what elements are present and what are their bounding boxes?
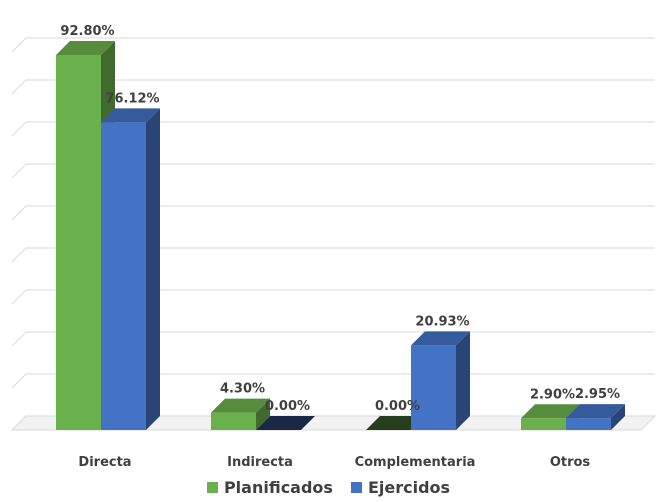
data-label: 20.93% — [415, 314, 469, 329]
data-label: 92.80% — [60, 24, 114, 39]
gridline-depth — [11, 79, 27, 95]
bar-indirecta-ejercidos — [256, 416, 315, 430]
gridline-depth — [11, 247, 27, 263]
gridline-depth — [11, 121, 27, 137]
bars — [56, 41, 625, 430]
category-label: Complementaria — [355, 455, 476, 470]
legend-item-planificados: Planificados — [206, 478, 333, 497]
gridline-depth — [11, 289, 27, 305]
legend-label-ejercidos: Ejercidos — [367, 478, 451, 497]
legend-swatch-ejercidos — [350, 482, 362, 493]
bar-complementaria-planificados — [366, 416, 425, 430]
category-labels: Directa Indirecta Complementaria Otros — [78, 455, 590, 470]
gridline-depth — [11, 331, 27, 347]
gridline-depth — [11, 373, 27, 389]
legend-swatch-planificados — [206, 482, 218, 493]
legend-label-planificados: Planificados — [223, 478, 333, 497]
legend-item-ejercidos: Ejercidos — [350, 478, 451, 497]
category-label: Otros — [550, 455, 591, 470]
bar-indirecta-planificados — [211, 398, 270, 430]
legend: Planificados Ejercidos — [0, 478, 657, 497]
gridline-depth — [11, 205, 27, 221]
category-label: Indirecta — [227, 455, 293, 470]
bar-directa-ejercidos — [101, 108, 160, 430]
data-labels: 92.80%76.12%4.30%0.00% 0.00%20.93%2.90% 2.… — [60, 24, 620, 414]
bar-chart: 92.80%76.12%4.30%0.00% 0.00%20.93%2.90% 2.… — [10, 24, 657, 470]
gridline-depth — [11, 163, 27, 179]
data-label: 0.00% — [265, 399, 310, 414]
category-label: Directa — [78, 455, 131, 470]
data-label: 0.00% — [375, 399, 420, 414]
data-label: 76.12% — [105, 91, 159, 106]
bar-complementaria-ejercidos — [411, 331, 470, 430]
data-label: 2.90% — [530, 387, 575, 402]
data-label: 2.95% — [575, 387, 620, 402]
bar-otros-ejercidos — [566, 404, 625, 430]
data-label: 4.30% — [220, 382, 265, 397]
gridline-depth — [11, 37, 27, 53]
